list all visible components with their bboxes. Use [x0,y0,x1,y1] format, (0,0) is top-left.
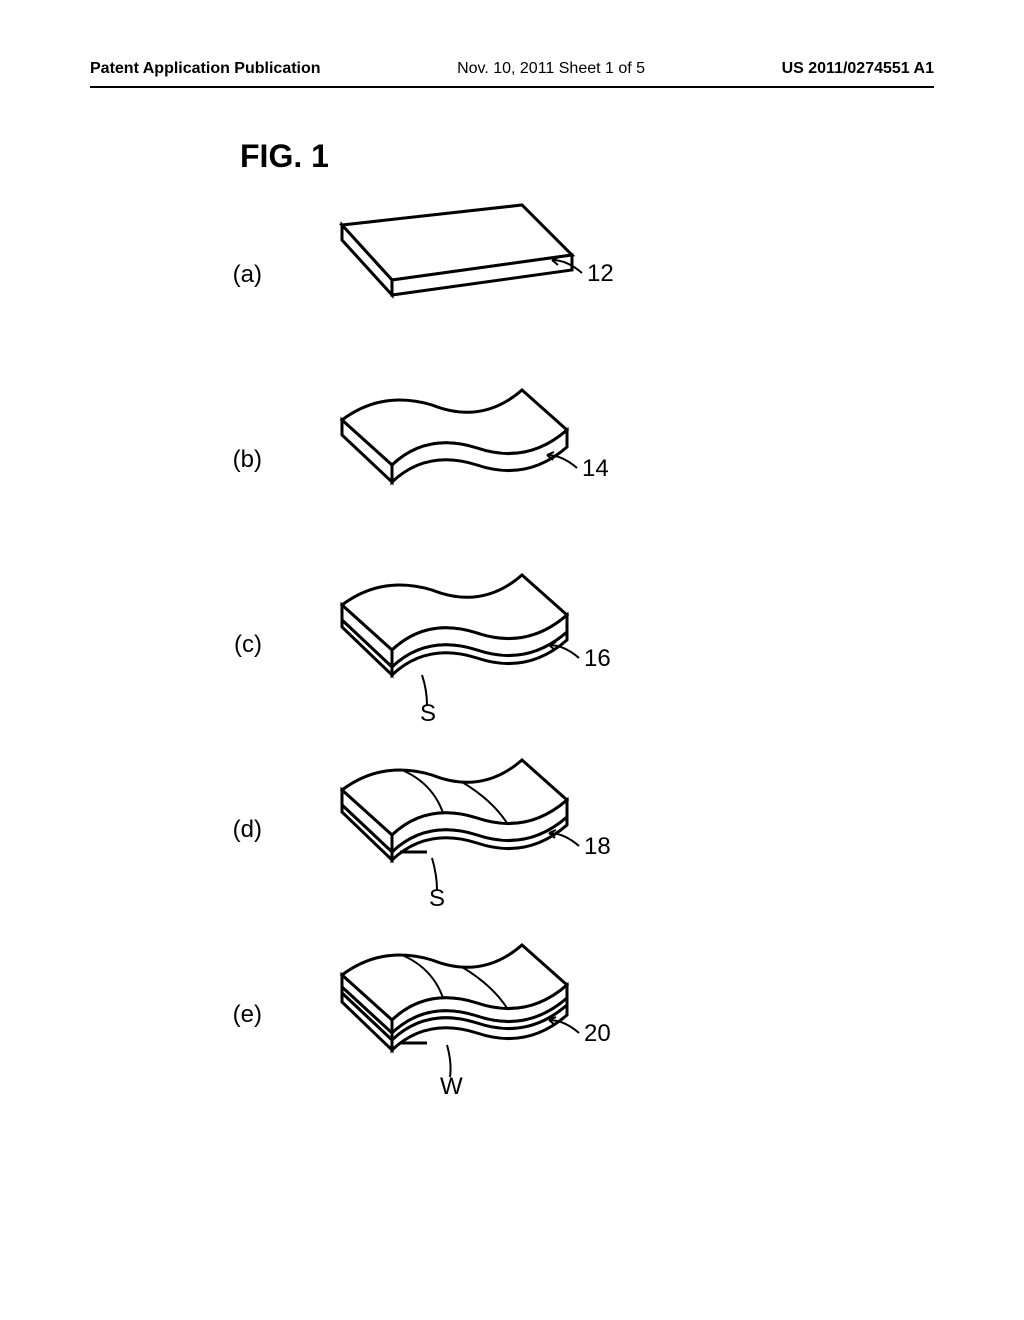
sub-label-c: (c) [212,631,262,659]
plate-b-icon [292,370,592,520]
header: Patent Application Publication Nov. 10, … [90,60,934,88]
leader-c [544,640,584,665]
ref-a: 12 [587,260,614,288]
header-right: US 2011/0274551 A1 [782,60,934,78]
figure-row-d: (d) 18 S [212,740,812,890]
drawing-e: 20 W [292,925,592,1075]
figure-row-a: (a) 12 [212,185,812,335]
page-container: Patent Application Publication Nov. 10, … [0,0,1024,1320]
header-left: Patent Application Publication [90,60,321,78]
figure-title: FIG. 1 [240,138,934,175]
sublabel-d: S [429,885,445,913]
header-center: Nov. 10, 2011 Sheet 1 of 5 [457,60,645,78]
ref-d: 18 [584,833,611,861]
sub-label-d: (d) [212,816,262,844]
leader-a [547,255,587,280]
ref-e: 20 [584,1020,611,1048]
sub-label-e: (e) [212,1001,262,1029]
ref-c: 16 [584,645,611,673]
sublabel-c: S [420,700,436,728]
leader-e [544,1015,584,1040]
sub-label-b: (b) [212,446,262,474]
leader-d [544,828,584,853]
drawing-d: 18 S [292,740,592,890]
plate-e-icon [292,925,592,1095]
ref-b: 14 [582,455,609,483]
leader-b [542,450,582,475]
drawing-a: 12 [292,185,592,335]
sublabel-e: W [440,1073,463,1101]
sub-label-a: (a) [212,261,262,289]
drawing-c: 16 S [292,555,592,705]
drawing-b: 14 [292,370,592,520]
figure-container: (a) 12 (b) [90,185,934,1075]
figure-row-e: (e) 20 [212,925,812,1075]
figure-row-b: (b) 14 [212,370,812,520]
figure-row-c: (c) 16 S [212,555,812,705]
